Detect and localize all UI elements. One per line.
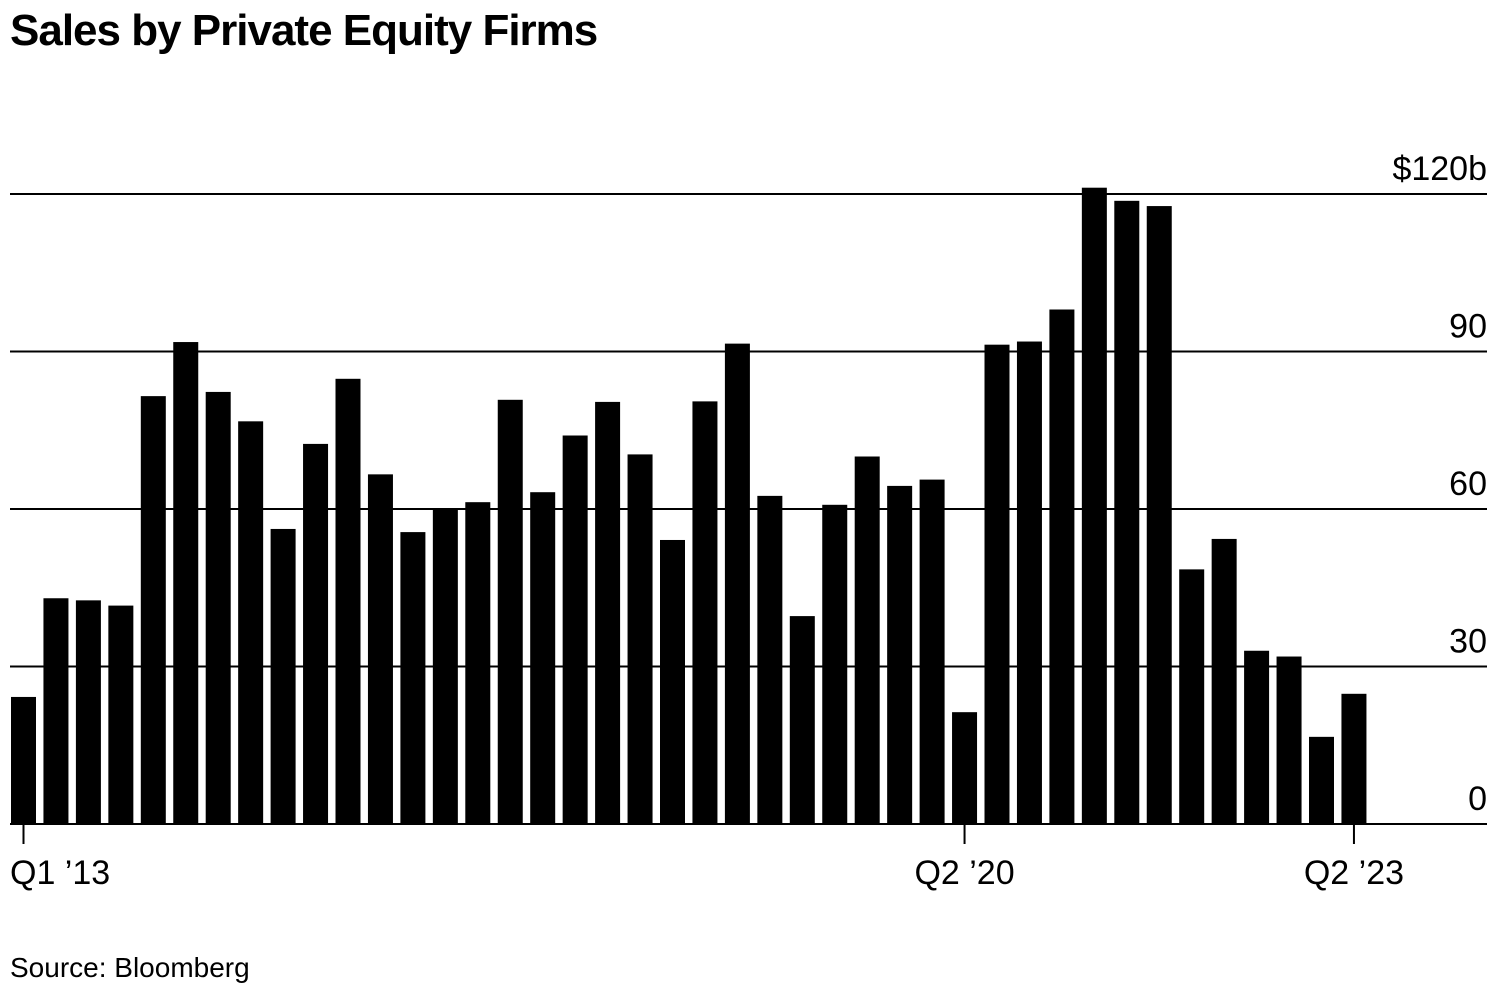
bar: Q2 2015: 72.4 [303,443,329,824]
bar: Q1 2020: 65.6 [919,479,945,824]
bar: Q3 2015: 84.8 [335,378,361,824]
bar: Q2 2023: 24.8 [1341,693,1367,824]
bar: Q1 2013: 24.2 [11,696,36,824]
bar: Q3 2021: 118.7 [1114,200,1140,824]
bar: Q3 2016: 61.3 [465,502,491,824]
bar: Q3 2018: 91.5 [724,343,750,824]
y-tick-label: 60 [1449,465,1487,503]
bar: Q1 2022: 48.5 [1179,569,1205,824]
bar: Q1 2016: 55.6 [400,532,426,824]
bar: Q2 2020: 21.3 [952,712,978,824]
bar: Q4 2016: 80.8 [497,399,523,824]
bar: Q4 2018: 62.5 [757,495,783,824]
x-tick-label: Q2 ’23 [1304,854,1404,892]
bars: Q1 2013: 24.2 Q2 2013: 43Q3 2013: 42.6 Q4 … [11,187,1367,824]
bar: Q4 2013: 41.6 [108,605,134,824]
bar: Q4 2015: 66.6 [367,474,393,824]
bar: Q1 2015: 56.2 [270,528,296,824]
source-note: Source: Bloomberg [10,952,250,983]
x-tick-label: Q1 ’13 [10,854,110,892]
chart-title: Sales by Private Equity Firms [10,6,598,55]
bar: Q1 2019: 39.6 [789,616,815,824]
bar: Q1 2014: 81.5 [140,396,166,824]
bar: Q4 2020: 91.9 [1016,341,1042,824]
bar: Q2 2016: 60 [432,509,458,824]
bar: Q2 2022: 54.3 [1211,538,1237,824]
x-axis: Q1 ’13 Q2 ’20 Q2 ’23 [10,824,1404,892]
bar: Q4 2022: 31.9 [1276,656,1302,824]
bar: Q2 2018: 80.5 [692,401,718,824]
y-tick-label: 0 [1468,780,1487,818]
bar: Q2 2014: 91.8 [173,342,199,824]
bar: Q4 2019: 64.4 [887,485,913,824]
bar: Q2 2013: 43 [43,598,69,824]
bar: Q1 2023: 16.6 [1309,736,1334,824]
bar: Q3 2022: 33 [1244,650,1270,824]
bar: Q3 2013: 42.6 [75,600,101,824]
bar: Q3 2019: 70 [854,456,880,824]
bar: Q1 2021: 98 [1049,309,1075,824]
bar: Q3 2014: 82.3 [205,391,231,824]
y-tick-label: 30 [1449,623,1487,661]
bar: Q1 2018: 54.1 [660,539,685,824]
bar: Q2 2019: 60.8 [822,504,848,824]
x-tick-label: Q2 ’20 [914,854,1014,892]
y-tick-label: 90 [1449,308,1487,346]
bar: Q1 2017: 63.2 [530,492,556,824]
bar: Q2 2021: 121.2 [1081,187,1107,824]
bar: Q2 2017: 74 [562,435,588,824]
bar: Q4 2017: 70.4 [627,454,653,824]
y-tick-label: $120b [1392,150,1487,188]
bar: Q3 2017: 80.4 [595,401,621,824]
bar: Q4 2014: 76.7 [238,421,264,824]
y-axis-tick-labels: 0 30 60 90 $120b [1392,150,1487,818]
bar: Q3 2020: 91.3 [984,344,1010,824]
bar: Q4 2021: 117.7 [1146,206,1172,824]
